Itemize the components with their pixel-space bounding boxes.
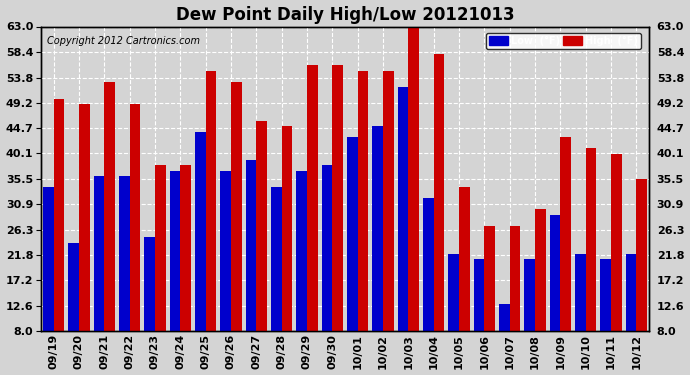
Bar	[586, 148, 596, 375]
Bar	[524, 260, 535, 375]
Bar	[231, 82, 241, 375]
Bar	[383, 71, 394, 375]
Bar	[535, 210, 546, 375]
Bar	[170, 171, 180, 375]
Bar	[510, 226, 520, 375]
Bar	[322, 165, 333, 375]
Bar	[408, 27, 419, 375]
Bar	[206, 71, 216, 375]
Bar	[43, 187, 54, 375]
Bar	[79, 104, 90, 375]
Bar	[347, 137, 357, 375]
Legend: Low  (°F), High  (°F): Low (°F), High (°F)	[486, 33, 641, 49]
Bar	[459, 187, 470, 375]
Bar	[575, 254, 586, 375]
Bar	[130, 104, 140, 375]
Bar	[357, 71, 368, 375]
Bar	[373, 126, 383, 375]
Bar	[94, 176, 104, 375]
Title: Dew Point Daily High/Low 20121013: Dew Point Daily High/Low 20121013	[176, 6, 514, 24]
Bar	[423, 198, 434, 375]
Bar	[550, 215, 560, 375]
Bar	[54, 99, 64, 375]
Bar	[434, 54, 444, 375]
Bar	[499, 304, 510, 375]
Bar	[397, 87, 408, 375]
Bar	[626, 254, 636, 375]
Bar	[220, 171, 231, 375]
Text: Copyright 2012 Cartronics.com: Copyright 2012 Cartronics.com	[47, 36, 200, 46]
Bar	[282, 126, 293, 375]
Bar	[246, 159, 256, 375]
Bar	[119, 176, 130, 375]
Bar	[104, 82, 115, 375]
Bar	[611, 154, 622, 375]
Bar	[195, 132, 206, 375]
Bar	[474, 260, 484, 375]
Bar	[484, 226, 495, 375]
Bar	[68, 243, 79, 375]
Bar	[560, 137, 571, 375]
Bar	[256, 121, 267, 375]
Bar	[180, 165, 191, 375]
Bar	[296, 171, 307, 375]
Bar	[155, 165, 166, 375]
Bar	[600, 260, 611, 375]
Bar	[333, 65, 343, 375]
Bar	[307, 65, 317, 375]
Bar	[448, 254, 459, 375]
Bar	[636, 179, 647, 375]
Bar	[144, 237, 155, 375]
Bar	[271, 187, 282, 375]
